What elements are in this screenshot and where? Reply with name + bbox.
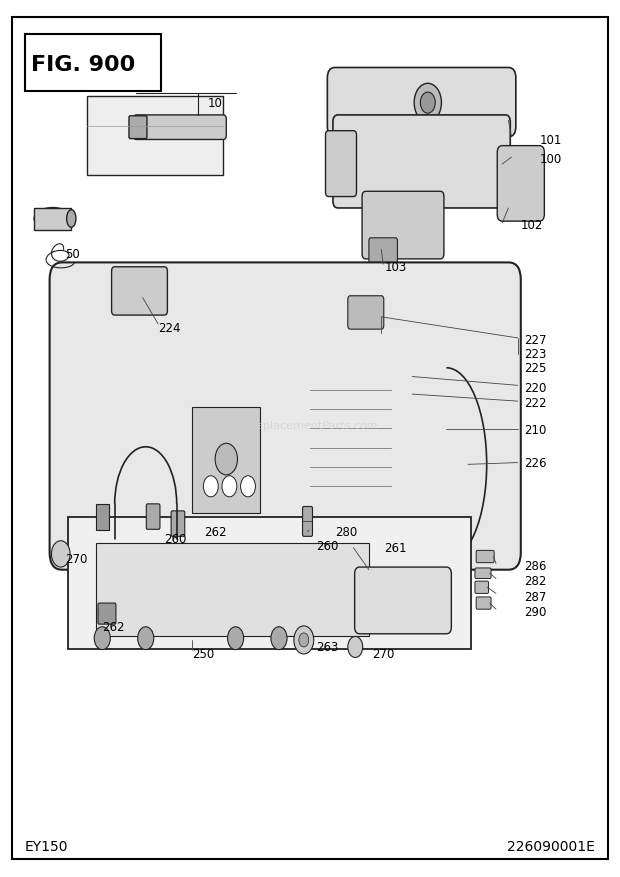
FancyBboxPatch shape	[192, 408, 260, 513]
Circle shape	[222, 476, 237, 497]
Text: 280: 280	[335, 526, 357, 538]
FancyBboxPatch shape	[146, 504, 160, 530]
Circle shape	[299, 633, 309, 647]
Ellipse shape	[34, 209, 71, 231]
FancyBboxPatch shape	[475, 568, 491, 579]
FancyBboxPatch shape	[369, 239, 397, 266]
FancyBboxPatch shape	[303, 507, 312, 537]
Text: 262: 262	[102, 621, 125, 633]
Text: 227: 227	[524, 334, 546, 346]
Text: 226: 226	[524, 457, 546, 469]
FancyBboxPatch shape	[50, 263, 521, 570]
FancyBboxPatch shape	[333, 116, 510, 209]
Text: 282: 282	[524, 574, 546, 587]
Circle shape	[241, 476, 255, 497]
Text: 250: 250	[192, 647, 215, 660]
Text: 263: 263	[316, 640, 339, 652]
Text: 100: 100	[539, 153, 562, 166]
Text: 260: 260	[316, 539, 339, 552]
Text: eReplacementParts.com: eReplacementParts.com	[242, 420, 378, 431]
FancyBboxPatch shape	[362, 192, 444, 260]
FancyBboxPatch shape	[171, 511, 185, 537]
FancyBboxPatch shape	[497, 146, 544, 222]
FancyBboxPatch shape	[348, 296, 384, 330]
Circle shape	[348, 637, 363, 658]
FancyBboxPatch shape	[133, 116, 226, 140]
Text: 290: 290	[524, 606, 546, 618]
Text: 220: 220	[524, 381, 546, 394]
Circle shape	[94, 627, 110, 650]
FancyBboxPatch shape	[96, 544, 369, 636]
Circle shape	[51, 541, 70, 567]
Text: EY150: EY150	[25, 839, 68, 853]
FancyBboxPatch shape	[355, 567, 451, 634]
Text: 223: 223	[524, 348, 546, 360]
FancyBboxPatch shape	[96, 504, 108, 531]
Text: 262: 262	[205, 526, 227, 538]
FancyBboxPatch shape	[129, 117, 147, 139]
FancyBboxPatch shape	[326, 132, 356, 197]
FancyBboxPatch shape	[327, 68, 516, 138]
Circle shape	[414, 84, 441, 123]
FancyBboxPatch shape	[476, 551, 494, 563]
Circle shape	[138, 627, 154, 650]
FancyBboxPatch shape	[112, 267, 167, 316]
Text: FIG. 900: FIG. 900	[31, 55, 135, 75]
Text: 287: 287	[524, 590, 546, 602]
Circle shape	[271, 627, 287, 650]
Text: 10: 10	[208, 97, 223, 110]
Ellipse shape	[66, 210, 76, 228]
Text: 261: 261	[384, 542, 407, 554]
Text: 225: 225	[524, 362, 546, 374]
Text: 222: 222	[524, 397, 546, 410]
Circle shape	[215, 444, 237, 475]
Text: 260: 260	[164, 533, 187, 545]
Text: 270: 270	[372, 647, 394, 660]
FancyBboxPatch shape	[98, 603, 116, 624]
Text: 102: 102	[521, 219, 543, 232]
Text: 226090001E: 226090001E	[507, 839, 595, 853]
Text: 286: 286	[524, 560, 546, 572]
Text: 101: 101	[539, 134, 562, 146]
Bar	[25, 35, 161, 92]
FancyBboxPatch shape	[475, 581, 489, 594]
Circle shape	[294, 626, 314, 654]
Text: 103: 103	[384, 261, 407, 274]
Circle shape	[203, 476, 218, 497]
FancyBboxPatch shape	[476, 597, 491, 610]
FancyBboxPatch shape	[87, 96, 223, 175]
Text: 50: 50	[65, 248, 80, 260]
Text: 210: 210	[524, 424, 546, 436]
FancyBboxPatch shape	[68, 517, 471, 649]
Text: 270: 270	[65, 553, 87, 565]
Text: 224: 224	[158, 322, 180, 334]
FancyBboxPatch shape	[34, 209, 71, 231]
Circle shape	[420, 93, 435, 114]
Circle shape	[228, 627, 244, 650]
